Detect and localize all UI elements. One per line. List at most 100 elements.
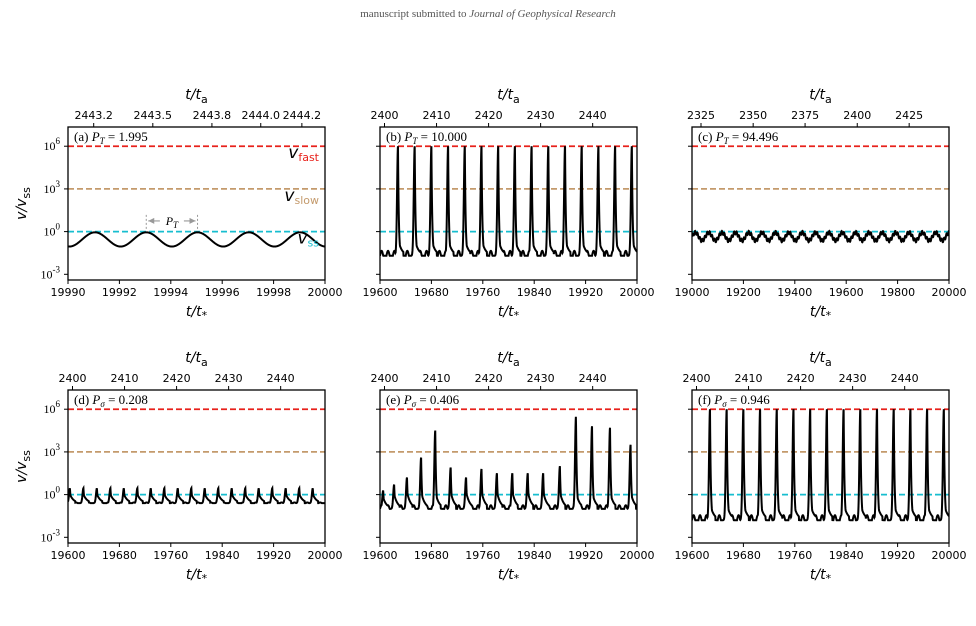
series-line bbox=[380, 416, 637, 511]
x-tick-label: 19920 bbox=[568, 549, 603, 562]
y-tick-label: 103 bbox=[44, 179, 61, 196]
x-tick-label: 19680 bbox=[726, 549, 761, 562]
x2-tick-label: 2420 bbox=[787, 372, 815, 385]
y-tick-label: 103 bbox=[44, 442, 61, 459]
x2-tick-label: 2430 bbox=[527, 109, 555, 122]
manuscript-header: manuscript submitted to Journal of Geoph… bbox=[0, 8, 976, 20]
x2-tick-label: 2410 bbox=[111, 372, 139, 385]
x2-tick-label: 2325 bbox=[687, 109, 715, 122]
annotation-bg bbox=[159, 212, 184, 227]
x2-tick-label: 2400 bbox=[58, 372, 86, 385]
x-tick-label: 19000 bbox=[675, 286, 710, 299]
x-tick-label: 19994 bbox=[153, 286, 188, 299]
plot-frame bbox=[379, 126, 638, 281]
x-tick-label: 20000 bbox=[308, 286, 343, 299]
x-tick-label: 19760 bbox=[465, 549, 500, 562]
x2-tick-label: 2410 bbox=[423, 109, 451, 122]
x-tick-label: 19840 bbox=[829, 549, 864, 562]
y-tick-label: 100 bbox=[44, 222, 61, 239]
x2-tick-label: 2350 bbox=[739, 109, 767, 122]
y-tick-label: 106 bbox=[44, 399, 61, 416]
series-line bbox=[692, 409, 949, 522]
x-tick-label: 19990 bbox=[51, 286, 86, 299]
y-tick-label: 10-3 bbox=[41, 264, 61, 281]
x-axis-label: t/t* bbox=[186, 567, 208, 585]
x-tick-label: 19680 bbox=[102, 549, 137, 562]
x2-tick-label: 2440 bbox=[579, 372, 607, 385]
plot-frame bbox=[67, 126, 326, 281]
x-tick-label: 20000 bbox=[620, 286, 655, 299]
x-tick-label: 19200 bbox=[726, 286, 761, 299]
x2-tick-label: 2440 bbox=[579, 109, 607, 122]
x-tick-label: 19600 bbox=[363, 549, 398, 562]
panel-label: (c) PT = 94.496 bbox=[698, 129, 779, 146]
x-tick-label: 19840 bbox=[517, 549, 552, 562]
x-tick-label: 19680 bbox=[414, 286, 449, 299]
x2-tick-label: 2430 bbox=[527, 372, 555, 385]
x-tick-label: 19800 bbox=[880, 286, 915, 299]
x2-axis-label: t/ta bbox=[809, 87, 831, 106]
series-line bbox=[380, 146, 637, 258]
x2-tick-label: 2420 bbox=[163, 372, 191, 385]
x-tick-label: 19992 bbox=[102, 286, 137, 299]
plot-frame bbox=[379, 389, 638, 544]
x-tick-label: 20000 bbox=[932, 549, 967, 562]
panel-e: 19600 19680 19760 19840 19920 20000 2400 2410 24… bbox=[363, 350, 655, 585]
panel-label: (e) Pσ = 0.406 bbox=[386, 392, 460, 409]
x2-tick-label: 2443.2 bbox=[74, 109, 113, 122]
x-axis-label: t/t* bbox=[186, 304, 208, 322]
panel-label: (f) Pσ = 0.946 bbox=[698, 392, 770, 409]
x2-axis-label: t/ta bbox=[185, 87, 207, 106]
x2-axis-label: t/ta bbox=[497, 350, 519, 369]
panel-label: (b) PT = 10.000 bbox=[386, 129, 467, 146]
panel-d: 19600 19680 19760 19840 19920 20000 2400 2410 24… bbox=[14, 350, 343, 585]
arrow-head bbox=[189, 217, 196, 224]
x-tick-label: 19840 bbox=[517, 286, 552, 299]
x-axis-label: t/t* bbox=[498, 567, 520, 585]
x2-tick-label: 2430 bbox=[215, 372, 243, 385]
x-tick-label: 20000 bbox=[308, 549, 343, 562]
y-axis-label: v/vss bbox=[14, 450, 33, 483]
x2-tick-label: 2400 bbox=[682, 372, 710, 385]
y-axis-label: v/vss bbox=[14, 187, 33, 220]
x2-tick-label: 2430 bbox=[839, 372, 867, 385]
x2-tick-label: 2410 bbox=[423, 372, 451, 385]
x-tick-label: 19760 bbox=[465, 286, 500, 299]
x-tick-label: 20000 bbox=[932, 286, 967, 299]
x-axis-label: t/t* bbox=[810, 304, 832, 322]
x2-tick-label: 2400 bbox=[843, 109, 871, 122]
series-line bbox=[68, 231, 325, 248]
x2-tick-label: 2420 bbox=[475, 109, 503, 122]
x-tick-label: 19680 bbox=[414, 549, 449, 562]
panel-label: (a) PT = 1.995 bbox=[74, 129, 148, 146]
panel-c: 19000 19200 19400 19600 19800 20000 2325 2350 23… bbox=[675, 87, 967, 322]
plot-frame bbox=[67, 389, 326, 544]
arrow-head bbox=[148, 217, 155, 224]
panel-label: (d) Pσ = 0.208 bbox=[74, 392, 148, 409]
x2-tick-label: 2400 bbox=[370, 372, 398, 385]
x-tick-label: 19760 bbox=[153, 549, 188, 562]
x2-tick-label: 2444.0 bbox=[242, 109, 281, 122]
panel-b: 19600 19680 19760 19840 19920 20000 2400 2410 24… bbox=[363, 87, 655, 322]
x-tick-label: 20000 bbox=[620, 549, 655, 562]
x-tick-label: 19996 bbox=[205, 286, 240, 299]
x2-tick-label: 2420 bbox=[475, 372, 503, 385]
series-line bbox=[68, 484, 325, 505]
x-axis-label: t/t* bbox=[810, 567, 832, 585]
x-tick-label: 19920 bbox=[568, 286, 603, 299]
y-tick-label: 10-3 bbox=[41, 527, 61, 544]
x2-tick-label: 2443.8 bbox=[193, 109, 232, 122]
x2-axis-label: t/ta bbox=[497, 87, 519, 106]
x-tick-label: 19920 bbox=[256, 549, 291, 562]
x2-tick-label: 2443.5 bbox=[134, 109, 173, 122]
x-axis-label: t/t* bbox=[498, 304, 520, 322]
x-tick-label: 19600 bbox=[675, 549, 710, 562]
y-tick-label: 100 bbox=[44, 485, 61, 502]
header-prefix: manuscript submitted to bbox=[360, 8, 470, 20]
series-line bbox=[692, 229, 949, 244]
x2-axis-label: t/ta bbox=[809, 350, 831, 369]
panel-f: 19600 19680 19760 19840 19920 20000 2400 2410 24… bbox=[675, 350, 967, 585]
plot-frame bbox=[691, 389, 950, 544]
x-tick-label: 19400 bbox=[777, 286, 812, 299]
